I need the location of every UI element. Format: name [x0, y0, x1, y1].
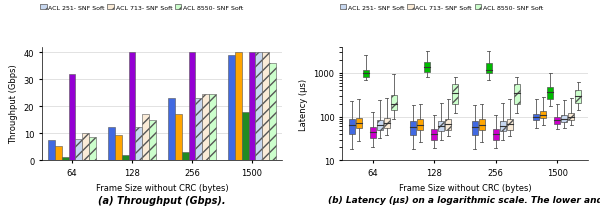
FancyBboxPatch shape: [493, 130, 499, 140]
FancyBboxPatch shape: [485, 64, 492, 74]
FancyBboxPatch shape: [554, 117, 560, 124]
FancyBboxPatch shape: [370, 128, 376, 139]
Bar: [55, 146, 62, 161]
X-axis label: Frame Size without CRC (bytes): Frame Size without CRC (bytes): [95, 183, 229, 192]
FancyBboxPatch shape: [472, 121, 478, 135]
FancyBboxPatch shape: [514, 84, 520, 104]
FancyBboxPatch shape: [417, 119, 423, 130]
Y-axis label: Latency (μs): Latency (μs): [299, 78, 308, 130]
FancyBboxPatch shape: [575, 90, 581, 103]
Bar: [122, 155, 128, 161]
FancyBboxPatch shape: [356, 119, 362, 129]
Bar: [142, 114, 149, 161]
FancyBboxPatch shape: [568, 113, 574, 120]
Bar: [108, 127, 115, 161]
Bar: [76, 140, 82, 161]
Legend: ACL 251- SNF Soft, ACL 713- SNF Soft, ACL 8550- SNF Soft: ACL 251- SNF Soft, ACL 713- SNF Soft, AC…: [40, 5, 243, 11]
FancyBboxPatch shape: [384, 118, 390, 129]
Bar: [262, 53, 269, 161]
Legend: ACL 251- SNF Soft, ACL 713- SNF Soft, ACL 8550- SNF Soft: ACL 251- SNF Soft, ACL 713- SNF Soft, AC…: [340, 5, 543, 11]
Bar: [209, 95, 216, 161]
Bar: [202, 95, 209, 161]
Bar: [128, 53, 136, 161]
Bar: [62, 157, 68, 161]
Bar: [248, 53, 256, 161]
X-axis label: Frame Size without CRC (bytes): Frame Size without CRC (bytes): [398, 183, 532, 192]
Bar: [48, 140, 55, 161]
FancyBboxPatch shape: [431, 130, 437, 140]
Bar: [182, 152, 188, 161]
Bar: [188, 53, 196, 161]
Bar: [82, 133, 89, 161]
Bar: [228, 55, 235, 161]
FancyBboxPatch shape: [479, 119, 485, 130]
Bar: [115, 136, 122, 161]
FancyBboxPatch shape: [377, 120, 383, 130]
FancyBboxPatch shape: [424, 62, 430, 73]
Y-axis label: Throughput (Gbps): Throughput (Gbps): [9, 64, 18, 144]
FancyBboxPatch shape: [507, 119, 513, 130]
Text: (b) Latency (μs) on a logarithmic scale. The lower and
upper percentiles are 1% : (b) Latency (μs) on a logarithmic scale.…: [328, 195, 600, 206]
FancyBboxPatch shape: [438, 122, 445, 132]
FancyBboxPatch shape: [547, 87, 553, 99]
Text: (a) Throughput (Gbps).: (a) Throughput (Gbps).: [98, 195, 226, 205]
FancyBboxPatch shape: [445, 119, 451, 130]
Bar: [242, 112, 248, 161]
FancyBboxPatch shape: [349, 119, 355, 135]
FancyBboxPatch shape: [410, 121, 416, 135]
FancyBboxPatch shape: [561, 116, 568, 122]
FancyBboxPatch shape: [362, 71, 369, 77]
Bar: [68, 74, 76, 161]
Bar: [175, 115, 182, 161]
FancyBboxPatch shape: [452, 84, 458, 104]
Bar: [89, 137, 96, 161]
FancyBboxPatch shape: [500, 122, 506, 132]
FancyBboxPatch shape: [533, 114, 539, 121]
Bar: [136, 128, 142, 161]
FancyBboxPatch shape: [391, 95, 397, 110]
Bar: [168, 98, 175, 161]
Bar: [235, 53, 242, 161]
FancyBboxPatch shape: [540, 111, 546, 119]
Bar: [149, 120, 156, 161]
Bar: [196, 98, 202, 161]
Bar: [256, 53, 262, 161]
Bar: [269, 64, 276, 161]
